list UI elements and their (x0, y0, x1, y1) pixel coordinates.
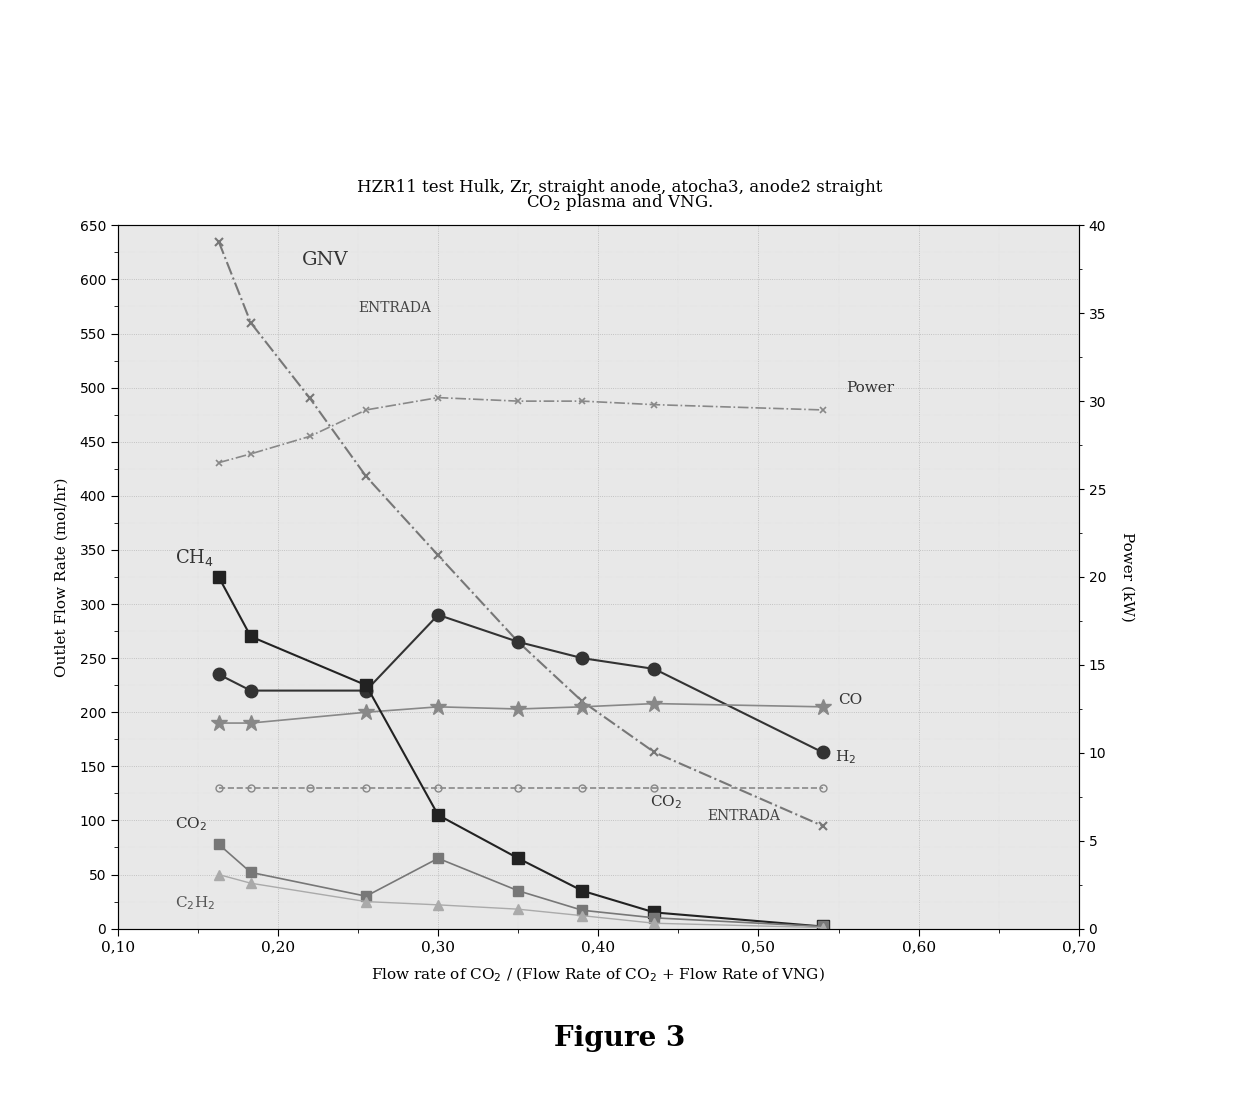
Text: Figure 3: Figure 3 (554, 1025, 686, 1052)
X-axis label: Flow rate of CO$_2$ / (Flow Rate of CO$_2$ + Flow Rate of VNG): Flow rate of CO$_2$ / (Flow Rate of CO$_… (371, 966, 826, 984)
Text: GNV: GNV (303, 252, 348, 269)
Text: CO$_2$: CO$_2$ (650, 793, 682, 811)
Y-axis label: Outlet Flow Rate (mol/hr): Outlet Flow Rate (mol/hr) (55, 477, 68, 677)
Text: HZR11 test Hulk, Zr, straight anode, atocha3, anode2 straight: HZR11 test Hulk, Zr, straight anode, ato… (357, 179, 883, 196)
Text: ENTRADA: ENTRADA (707, 810, 780, 823)
Text: C$_2$H$_2$: C$_2$H$_2$ (176, 893, 216, 912)
Text: ENTRADA: ENTRADA (358, 301, 432, 314)
Y-axis label: Power (kW): Power (kW) (1120, 532, 1133, 622)
Text: CO$_2$ plasma and VNG.: CO$_2$ plasma and VNG. (527, 192, 713, 213)
Text: CH$_4$: CH$_4$ (176, 547, 215, 568)
Text: H$_2$: H$_2$ (836, 748, 857, 766)
Text: CO$_2$: CO$_2$ (176, 815, 207, 833)
Text: CO: CO (838, 692, 863, 707)
Text: Power: Power (847, 381, 895, 396)
